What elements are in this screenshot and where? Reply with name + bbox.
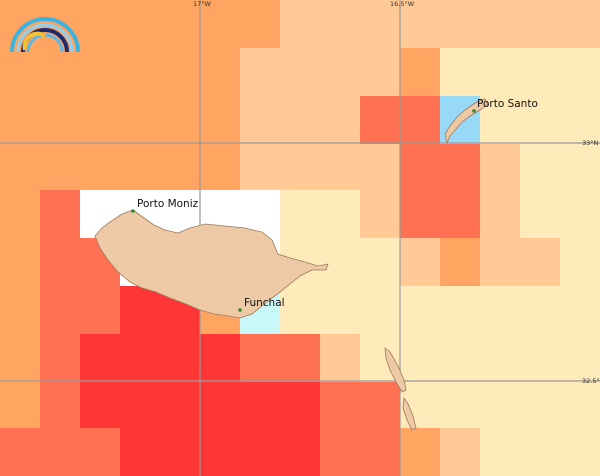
cell: [240, 382, 320, 476]
cell: [320, 334, 360, 382]
cell: [120, 428, 240, 476]
place-label-porto-moniz: Porto Moniz: [137, 198, 199, 210]
rainbow-arc-logo: [10, 17, 80, 53]
funchal-marker: [238, 308, 242, 312]
cell: [480, 144, 520, 238]
cell: [0, 48, 240, 190]
cell: [360, 190, 400, 238]
cell: [440, 238, 480, 286]
latitude-label-32-5n: 32.5°N: [582, 377, 600, 385]
cell: [400, 48, 440, 96]
cell: [40, 190, 80, 428]
porto-santo-marker: [472, 109, 476, 113]
longitude-label-16-5w: 16.5°W: [390, 0, 415, 8]
cell: [440, 428, 480, 476]
cell: [0, 428, 120, 476]
cell: [400, 144, 480, 238]
cell: [320, 382, 400, 476]
longitude-label-17w: 17°W: [193, 0, 212, 8]
place-label-porto-santo: Porto Santo: [477, 98, 538, 110]
cell: [480, 238, 560, 286]
cell: [400, 428, 440, 476]
porto-moniz-marker: [131, 209, 135, 213]
cell: [80, 334, 240, 430]
desertas-islands: [384, 347, 417, 431]
porto-santo-island: [444, 98, 489, 145]
cell: [400, 238, 440, 286]
madeira-island: [94, 209, 329, 319]
cell: [240, 334, 320, 382]
cell: [280, 0, 600, 48]
latitude-label-33n: 33°N: [582, 139, 599, 147]
cell: [0, 190, 40, 428]
place-label-funchal: Funchal: [244, 297, 285, 309]
